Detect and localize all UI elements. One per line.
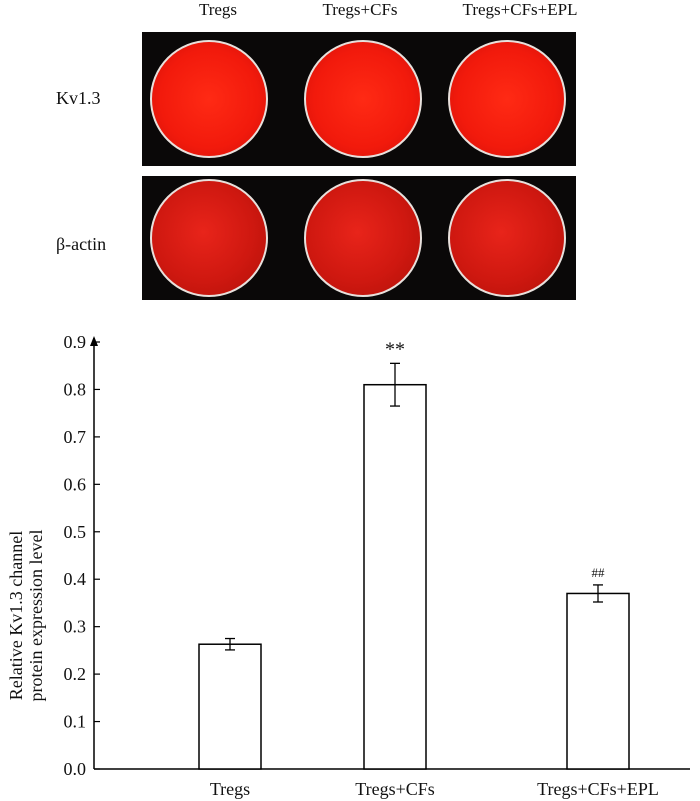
kv13-well-tregs-cfs — [304, 40, 422, 158]
blot-column-label-tregs-cfs-epl: Tregs+CFs+EPL — [462, 0, 578, 19]
category-label: Tregs — [210, 779, 250, 799]
y-tick-label: 0.9 — [64, 332, 87, 352]
kv13-well-tregs-cfs-epl — [448, 40, 566, 158]
y-tick-label: 0.2 — [64, 664, 87, 684]
y-tick-label: 0.0 — [64, 759, 87, 779]
y-tick-label: 0.4 — [64, 569, 87, 589]
kv13-well-tregs — [150, 40, 268, 158]
significance-label: ## — [592, 565, 606, 580]
y-axis-label: Relative Kv1.3 channelprotein expression… — [6, 530, 46, 702]
bar — [566, 592, 630, 770]
blot-column-label-tregs-cfs: Tregs+CFs — [322, 0, 398, 19]
beta-actin-blot-strip — [142, 176, 576, 300]
beta-actin-well-tregs-cfs-epl — [448, 179, 566, 297]
y-tick-label: 0.5 — [64, 522, 87, 542]
beta-actin-well-tregs-cfs — [304, 179, 422, 297]
y-tick-label: 0.8 — [64, 379, 87, 399]
category-label: Tregs+CFs+EPL — [537, 779, 659, 799]
blot-row-label-kv13: Kv1.3 — [56, 88, 101, 108]
significance-label: ** — [385, 338, 405, 360]
y-tick-label: 0.3 — [64, 617, 87, 637]
beta-actin-well-tregs — [150, 179, 268, 297]
blot-column-label-tregs: Tregs — [198, 0, 238, 19]
bar-chart: 0.0 0.1 0.2 0.3 0.4 0.5 0.6 0.7 0.8 0.9 Relative K… — [6, 332, 690, 799]
bar — [198, 643, 262, 770]
y-tick-label: 0.1 — [64, 712, 87, 732]
y-tick-label: 0.6 — [64, 474, 87, 494]
blot-row-label-beta-actin: β-actin — [56, 234, 107, 254]
category-label: Tregs+CFs — [355, 779, 435, 799]
kv13-blot-strip — [142, 32, 576, 166]
y-axis-arrow — [90, 336, 98, 346]
bar — [363, 383, 427, 770]
y-tick-label: 0.7 — [64, 427, 87, 447]
